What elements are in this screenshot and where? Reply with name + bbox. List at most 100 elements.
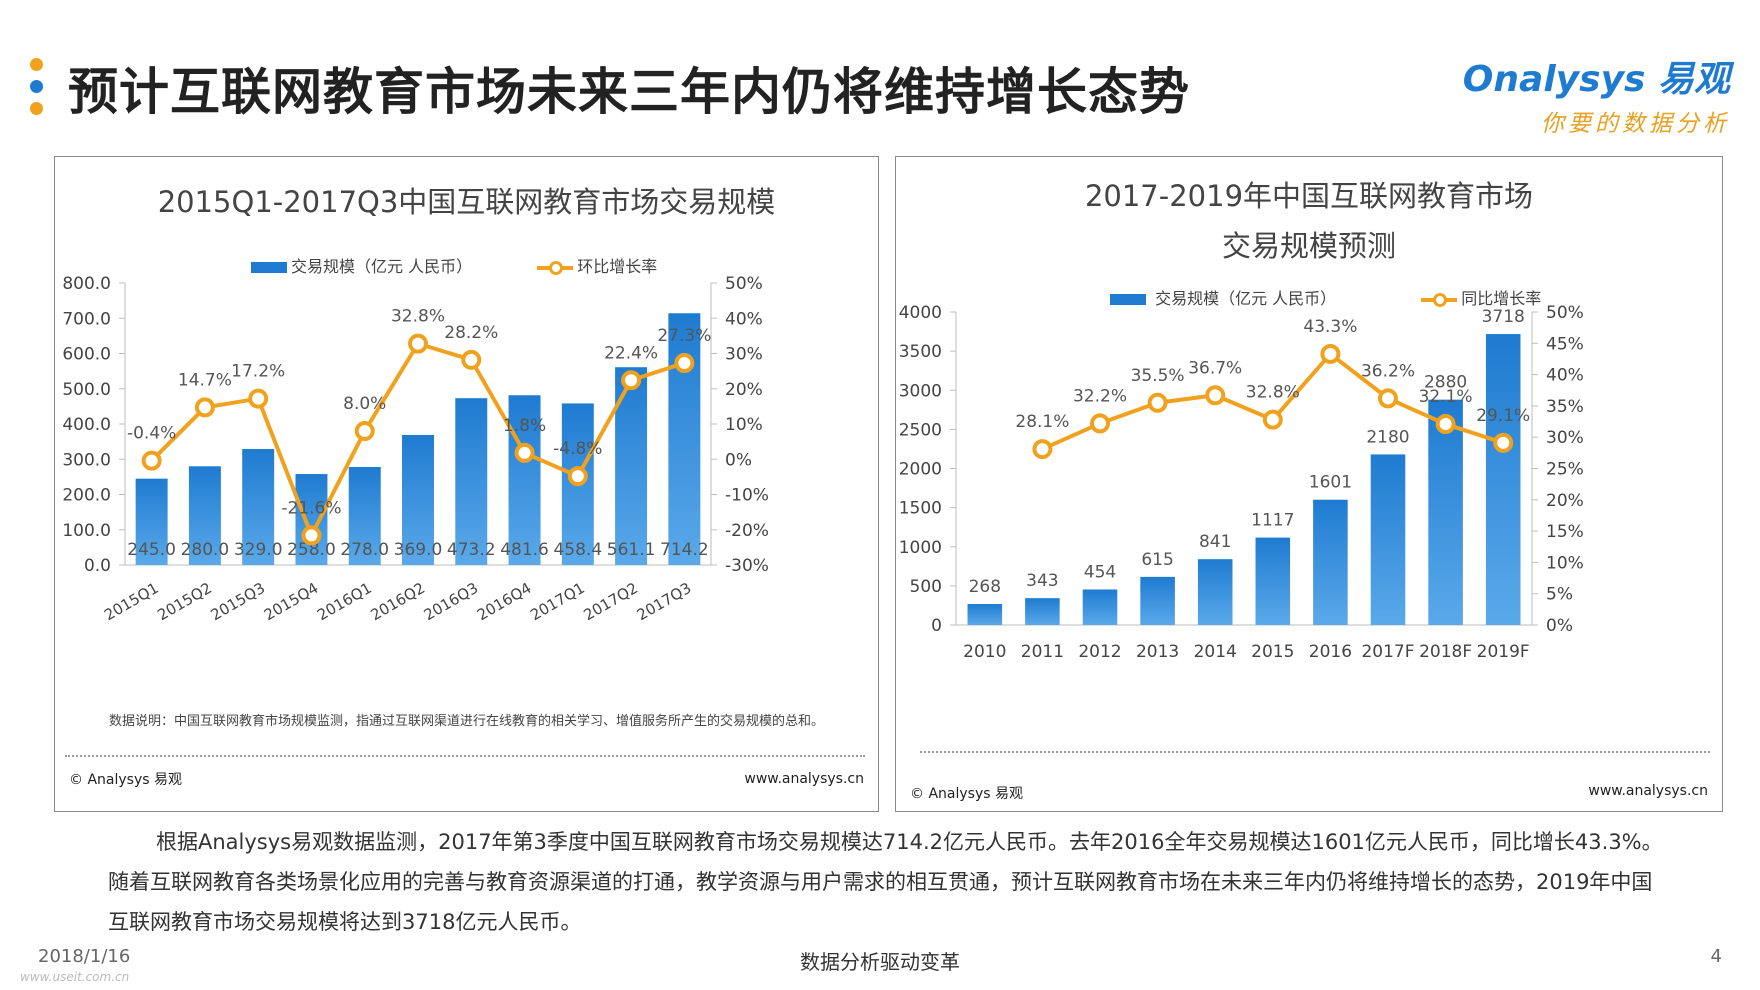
- category-label: 2015Q1: [101, 579, 162, 624]
- right-tick-label: 50%: [725, 274, 763, 294]
- growth-value-label: 28.1%: [1015, 412, 1069, 432]
- left-tick-label: 600.0: [62, 345, 111, 365]
- right-tick-label: 40%: [725, 309, 763, 329]
- category-label: 2018F: [1419, 642, 1472, 662]
- left-tick-label: 1000: [899, 538, 942, 558]
- category-label: 2014: [1194, 642, 1237, 662]
- right-tick-label: 35%: [1546, 397, 1584, 417]
- left-tick-label: 3000: [899, 381, 942, 401]
- left-tick-label: 500.0: [62, 380, 111, 400]
- website: www.analysys.cn: [744, 771, 864, 787]
- bar-value-label: 280.0: [181, 540, 230, 560]
- growth-value-label: 32.8%: [391, 307, 445, 327]
- growth-point-2012: [1090, 413, 1110, 434]
- bar-value-label: 2880: [1424, 373, 1467, 393]
- category-label: 2012: [1078, 642, 1121, 662]
- bar-value-label: 841: [1199, 532, 1231, 552]
- legend-item-growth: 环比增长率: [537, 253, 657, 277]
- bar-2016: [1313, 499, 1348, 625]
- bar-value-label: 714.2: [660, 540, 709, 560]
- growth-point-2015Q3: [248, 388, 269, 409]
- quarterly-chart-panel: 2015Q1-2017Q3中国互联网教育市场交易规模 交易规模（亿元 人民币） …: [54, 156, 879, 812]
- bar-value-label: 1117: [1251, 511, 1294, 531]
- growth-point-2011: [1032, 439, 1053, 460]
- growth-value-label: 14.7%: [178, 370, 232, 390]
- right-tick-label: 25%: [1546, 460, 1584, 480]
- growth-point-2016Q1: [354, 421, 375, 442]
- growth-value-label: -0.4%: [127, 424, 176, 444]
- left-tick-label: 800.0: [62, 274, 111, 294]
- legend-item-volume: 交易规模（亿元 人民币）: [251, 253, 472, 277]
- legend-bar-swatch: [1110, 294, 1146, 305]
- summary-text: 根据Analysys易观数据监测，2017年第3季度中国互联网教育市场交易规模达…: [108, 830, 1663, 934]
- bar-value-label: 473.2: [447, 540, 496, 560]
- growth-value-label: 32.1%: [1419, 387, 1473, 407]
- bar-2017Q3: [668, 313, 701, 565]
- bar-2015Q4: [295, 474, 328, 565]
- category-label: 2016Q2: [367, 579, 428, 624]
- growth-point-2018F: [1435, 414, 1456, 435]
- page-number: 4: [1710, 946, 1722, 967]
- annual-chart-legend: 交易规模（亿元 人民币） 同比增长率: [1110, 285, 1601, 309]
- left-tick-label: 400.0: [62, 415, 111, 435]
- growth-point-2017Q2: [621, 370, 642, 391]
- growth-value-label: 27.3%: [657, 326, 711, 346]
- right-tick-label: 40%: [1546, 366, 1584, 386]
- bar-2016Q1: [348, 467, 381, 565]
- quarterly-chart-title: 2015Q1-2017Q3中国互联网教育市场交易规模: [157, 185, 776, 219]
- right-tick-label: 45%: [1546, 334, 1584, 354]
- category-label: 2010: [963, 642, 1006, 662]
- bar-value-label: 343: [1026, 571, 1058, 591]
- left-tick-label: 700.0: [62, 309, 111, 329]
- growth-value-label: 8.0%: [343, 394, 386, 414]
- bar-2015: [1255, 537, 1291, 625]
- divider: [65, 755, 865, 757]
- legend-label: 交易规模（亿元 人民币）: [1155, 289, 1337, 308]
- bar-2016Q4: [508, 395, 541, 565]
- annual-chart-title-line1: 2017-2019年中国互联网教育市场: [1084, 179, 1534, 213]
- growth-value-label: 36.2%: [1361, 361, 1415, 381]
- legend-item-growth: 同比增长率: [1421, 285, 1541, 309]
- growth-point-2017Q1: [567, 466, 588, 487]
- legend-line-swatch: [537, 260, 574, 275]
- bar-value-label: 268: [969, 577, 1001, 597]
- website: www.analysys.cn: [1588, 783, 1708, 799]
- growth-value-label: 35.5%: [1131, 366, 1185, 386]
- bar-2010: [967, 604, 1003, 625]
- left-tick-label: 200.0: [62, 486, 111, 506]
- data-note: 数据说明：中国互联网教育市场规模监测，指通过互联网渠道进行在线教育的相关学习、增…: [109, 714, 825, 729]
- summary-paragraph: 根据Analysys易观数据监测，2017年第3季度中国互联网教育市场交易规模达…: [108, 822, 1668, 942]
- category-label: 2017Q3: [634, 579, 695, 624]
- growth-point-2016Q3: [461, 349, 482, 370]
- category-label: 2017F: [1361, 642, 1414, 662]
- right-tick-label: 20%: [1546, 491, 1584, 511]
- logo-brand-prefix: O: [1462, 59, 1494, 100]
- bar-value-label: 245.0: [127, 540, 176, 560]
- bar-value-label: 329.0: [234, 540, 283, 560]
- logo-slogan: 你要的数据分析: [1541, 111, 1730, 137]
- right-tick-label: 30%: [1546, 428, 1584, 448]
- footer-slogan: 数据分析驱动变革: [800, 950, 960, 974]
- bar-value-label: 3718: [1482, 307, 1525, 327]
- growth-value-label: 36.7%: [1188, 358, 1242, 378]
- left-tick-label: 100.0: [62, 521, 111, 541]
- growth-value-label: -4.8%: [553, 439, 602, 459]
- bar-2018F: [1428, 399, 1463, 625]
- logo-brand-text: nalysys 易观: [1493, 59, 1730, 100]
- right-tick-label: 5%: [1546, 585, 1573, 605]
- divider: [920, 751, 1710, 753]
- title-dot: [30, 102, 43, 115]
- bar-2015Q3: [242, 449, 275, 565]
- bar-2015Q2: [188, 466, 221, 565]
- category-label: 2015Q3: [208, 579, 269, 624]
- footer-watermark: www.useit.com.cn: [20, 970, 130, 984]
- analysys-logo: Onalysys 易观 你要的数据分析: [1463, 50, 1730, 138]
- category-label: 2016Q4: [474, 579, 535, 624]
- category-label: 2015Q4: [261, 579, 322, 624]
- right-tick-label: -20%: [725, 521, 769, 541]
- bar-value-label: 458.4: [553, 540, 602, 560]
- growth-point-2015Q2: [194, 397, 215, 418]
- growth-point-2014: [1205, 385, 1226, 406]
- growth-value-label: 28.2%: [444, 323, 498, 343]
- legend-line-swatch: [1421, 292, 1458, 307]
